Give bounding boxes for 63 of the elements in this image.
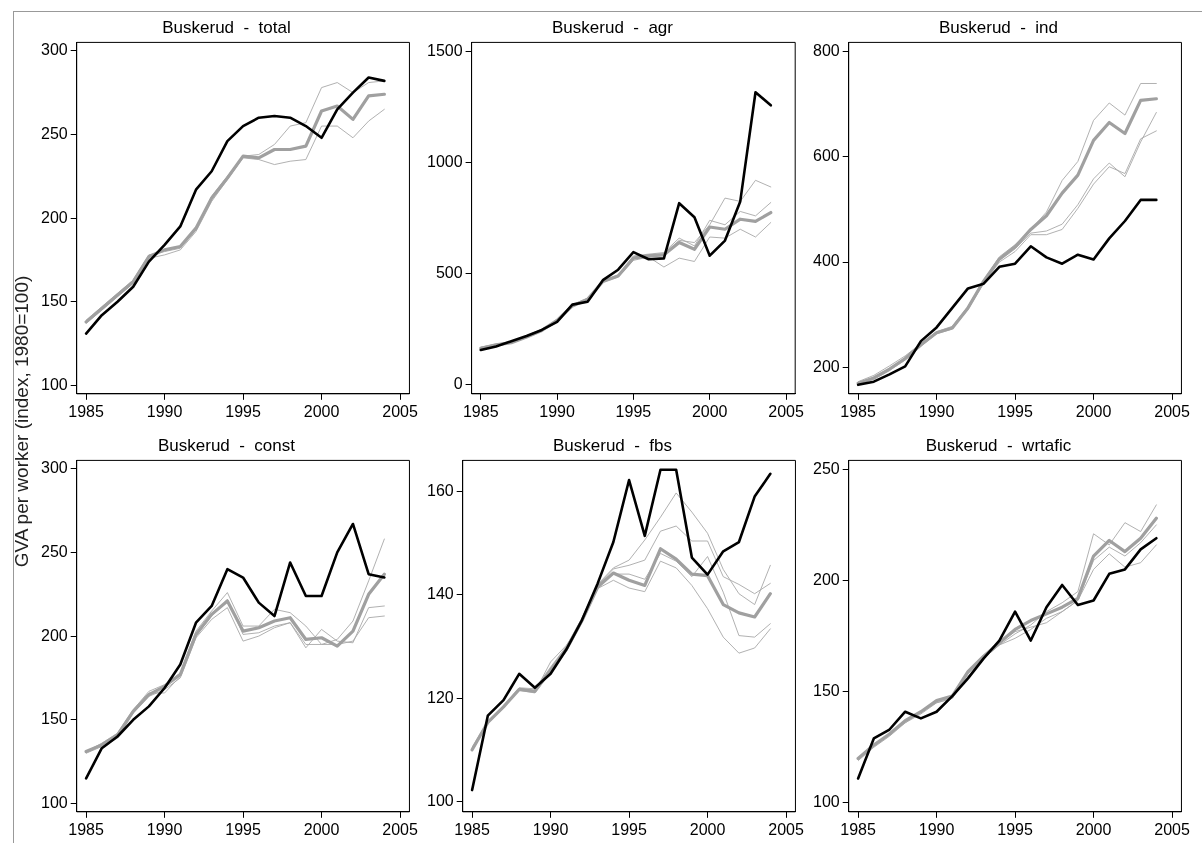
y-tick-label: 0 [453,375,463,393]
x-tick-label: 1985 [68,820,105,838]
y-tick-label: 300 [40,459,68,477]
y-tick-label: 600 [812,147,840,165]
x-tick-label: 1990 [146,820,183,838]
y-tick-label: 200 [40,626,68,644]
x-tick-label: 2000 [691,402,728,420]
y-tick-label: 120 [426,688,454,706]
y-tick-label: 150 [812,682,840,700]
y-tick-label: 160 [426,481,454,499]
x-tick-label: 1995 [611,820,647,838]
y-tick-label: 100 [40,793,68,811]
x-tick-label: 2000 [1075,820,1112,838]
y-tick-label: 150 [40,292,68,310]
x-tick-label: 2000 [1075,402,1112,420]
y-tick-label: 100 [812,793,840,811]
y-axis-title: GVA per worker (index, 1980=100) [10,274,33,570]
y-tick-label: 250 [812,459,840,477]
chart-title: Buskerud - wrtafic [925,435,1072,455]
x-tick-label: 1985 [68,402,105,420]
x-tick-label: 1990 [539,402,575,420]
x-tick-label: 1990 [146,402,183,420]
x-tick-label: 2005 [768,402,804,420]
y-tick-label: 250 [40,124,68,142]
x-tick-label: 1985 [462,402,499,420]
y-tick-label: 100 [426,791,454,809]
y-tick-label: 100 [40,375,68,393]
x-tick-label: 1995 [997,820,1033,838]
chart-title: Buskerud - agr [552,17,674,37]
y-tick-label: 150 [40,710,68,728]
chart-title: Buskerud - ind [938,17,1059,37]
x-tick-label: 1995 [997,402,1033,420]
x-tick-label: 1995 [225,402,261,420]
y-tick-label: 250 [40,542,68,560]
x-tick-label: 2005 [768,820,804,838]
x-tick-label: 1990 [918,820,955,838]
y-tick-label: 200 [812,357,840,375]
x-tick-label: 1985 [454,820,491,838]
x-tick-label: 2005 [1154,402,1190,420]
x-tick-label: 1985 [840,820,877,838]
x-tick-label: 2000 [303,402,340,420]
x-tick-label: 2005 [382,820,418,838]
x-tick-label: 1995 [615,402,652,420]
y-tick-label: 400 [812,252,840,270]
x-tick-label: 2005 [1154,820,1190,838]
y-tick-label: 200 [40,208,68,226]
x-tick-label: 2000 [689,820,726,838]
chart-title: Buskerud - const [157,435,296,455]
x-tick-label: 2005 [382,402,418,420]
chart-title: Buskerud - fbs [552,435,673,455]
x-tick-label: 1990 [918,402,955,420]
y-tick-label: 1500 [427,41,463,59]
chart-title: Buskerud - total [162,17,291,37]
y-tick-label: 140 [426,585,454,603]
x-tick-label: 1990 [532,820,569,838]
x-tick-label: 2000 [303,820,340,838]
y-tick-label: 500 [435,264,463,282]
y-tick-label: 800 [812,41,840,59]
y-tick-label: 200 [812,570,840,588]
x-tick-label: 1995 [225,820,261,838]
y-tick-label: 1000 [427,152,463,170]
y-tick-label: 300 [40,41,68,59]
x-tick-label: 1985 [840,402,877,420]
